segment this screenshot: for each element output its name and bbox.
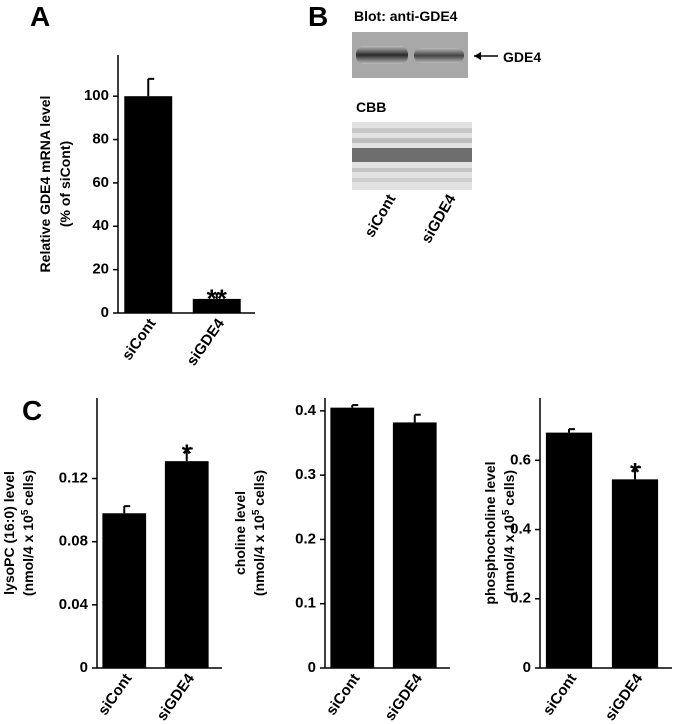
y-tick-label: 0.4 [510, 521, 532, 538]
x-tick-label: siCont [540, 671, 581, 719]
bar [611, 479, 659, 668]
panel-label: B [308, 1, 328, 32]
y-tick-label: 0.12 [59, 469, 88, 486]
bar [330, 407, 375, 668]
stain-band [352, 128, 472, 133]
blot-stain: CBB [356, 99, 386, 115]
blot-band [356, 46, 408, 64]
significance: * [182, 439, 193, 469]
y-tick-label: 0.04 [59, 596, 89, 613]
label-part: (nmol/4 x 10 [501, 515, 517, 596]
y-tick-label: 80 [92, 131, 109, 148]
stain-band [352, 168, 472, 172]
y-axis-label: phosphocholine level [482, 461, 498, 604]
label-part: 5 [251, 509, 262, 515]
y-axis-label: Relative GDE4 mRNA level [37, 96, 53, 273]
blot-panel: Blot: anti-GDE4 GDE4 CBB siCont siGDE4 [352, 8, 541, 246]
label-part: phosphocholine level [482, 461, 498, 604]
stain-band [352, 148, 472, 162]
y-tick-label: 20 [92, 261, 109, 278]
x-tick-label: siGDE4 [602, 670, 647, 724]
label-part: (% of siCont) [57, 141, 73, 227]
x-tick-label: siGDE4 [153, 670, 198, 724]
y-tick-label: 100 [84, 87, 109, 104]
x-tick-label: siCont [323, 671, 364, 719]
x-tick-label: siGDE4 [183, 315, 228, 369]
y-tick-label: 0.2 [295, 530, 316, 547]
label-part: cells) [501, 470, 517, 510]
x-tick-label: siCont [95, 671, 136, 719]
stain-band [352, 178, 472, 182]
bar [392, 422, 437, 668]
label-part: Relative GDE4 mRNA level [37, 96, 53, 273]
bar [102, 513, 147, 668]
label-part: cells) [20, 470, 36, 510]
y-axis-label: (nmol/4 x 105 cells) [501, 470, 518, 596]
bar [545, 432, 593, 668]
blot-title: Blot: anti-GDE4 [354, 8, 458, 24]
significance: * [630, 457, 641, 487]
blot-band [414, 48, 464, 63]
label-part: (nmol/4 x 10 [251, 515, 267, 596]
y-axis-label: (nmol/4 x 105 cells) [20, 470, 37, 596]
lane-label: siCont [361, 192, 399, 241]
y-tick-label: 0 [101, 304, 109, 321]
y-tick-label: 0.3 [295, 466, 316, 483]
label-part: 5 [20, 509, 31, 515]
y-tick-label: 60 [92, 174, 109, 191]
y-axis-label: (% of siCont) [57, 141, 73, 227]
x-tick-label: siGDE4 [381, 670, 426, 724]
panel-label: A [30, 1, 50, 32]
panel-label: C [22, 395, 42, 426]
x-tick-label: siCont [119, 316, 160, 364]
bar [164, 461, 209, 668]
y-axis-label: (nmol/4 x 105 cells) [251, 470, 268, 596]
y-tick-label: 40 [92, 217, 109, 234]
y-tick-label: 0.2 [510, 590, 531, 607]
y-tick-label: 0 [80, 659, 88, 676]
y-tick-label: 0.4 [295, 402, 317, 419]
significance: ** [207, 283, 228, 313]
y-tick-label: 0.1 [295, 595, 316, 612]
lane-label: siGDE4 [418, 191, 460, 246]
label-part: cells) [251, 470, 267, 510]
label-part: lysoPC (16:0) level [1, 471, 17, 595]
stain-band [352, 138, 472, 143]
bar [192, 298, 241, 313]
arrow-head [474, 52, 481, 60]
y-tick-label: 0 [523, 659, 531, 676]
bar [124, 96, 173, 314]
label-part: (nmol/4 x 10 [20, 515, 36, 596]
y-axis-label: lysoPC (16:0) level [1, 471, 17, 595]
y-tick-label: 0 [308, 659, 316, 676]
y-tick-label: 0.08 [59, 533, 88, 550]
y-tick-label: 0.6 [510, 451, 531, 468]
y-axis-label: choline level [232, 491, 248, 575]
label-part: choline level [232, 491, 248, 575]
label-part: 5 [501, 509, 512, 515]
blot-target: GDE4 [503, 49, 541, 65]
